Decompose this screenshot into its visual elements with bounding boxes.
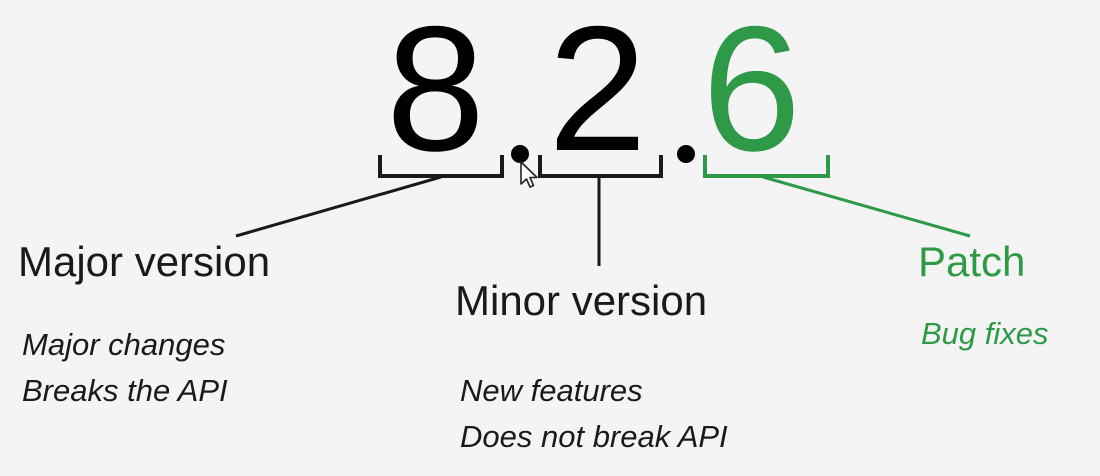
patch-bracket xyxy=(703,155,830,178)
minor-version-description: New features Does not break API xyxy=(460,368,728,460)
major-description-line-1: Major changes xyxy=(22,327,226,362)
mouse-pointer-icon xyxy=(520,161,538,188)
major-description-line-2: Breaks the API xyxy=(22,373,228,408)
patch-description: Bug fixes xyxy=(921,311,1049,357)
minor-version-title: Minor version xyxy=(455,277,708,324)
major-version-title: Major version xyxy=(18,238,271,285)
separator-dot-2 xyxy=(677,145,695,163)
patch-title: Patch xyxy=(918,238,1026,285)
major-version-description: Major changes Breaks the API xyxy=(22,322,228,414)
patch-digit: 6 xyxy=(702,0,801,188)
major-digit: 8 xyxy=(386,0,485,188)
major-connector-line xyxy=(235,175,442,238)
minor-description-line-1: New features xyxy=(460,373,643,408)
patch-connector-line xyxy=(762,175,971,238)
major-bracket xyxy=(378,155,504,178)
minor-description-line-2: Does not break API xyxy=(460,419,728,454)
minor-digit: 2 xyxy=(548,0,647,188)
separator-dot-1 xyxy=(511,145,529,163)
minor-bracket xyxy=(538,155,663,178)
patch-description-line-1: Bug fixes xyxy=(921,316,1049,351)
